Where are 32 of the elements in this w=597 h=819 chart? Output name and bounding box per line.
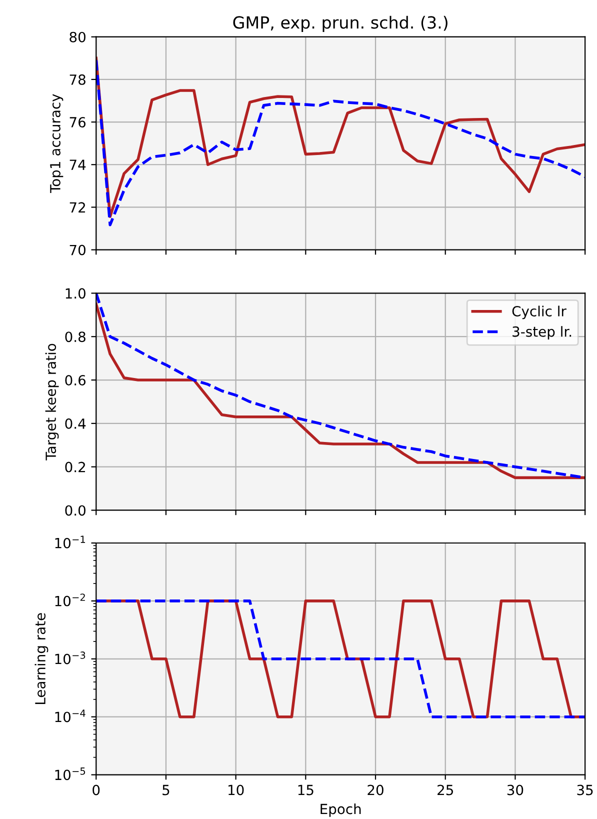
legend-label: 3-step lr. bbox=[512, 326, 572, 340]
y-axis-title: Learning rate bbox=[34, 613, 48, 704]
y-tick-label: 76 bbox=[70, 117, 86, 128]
x-tick-label: 10 bbox=[228, 784, 244, 796]
y-tick-label: 10$^{−5}$ bbox=[55, 768, 86, 780]
y-tick-label: 10$^{−4}$ bbox=[55, 710, 86, 722]
y-axis-title: Top1 accuracy bbox=[50, 94, 64, 194]
legend-label: Cyclic lr bbox=[512, 306, 566, 320]
y-tick-label: 10$^{−1}$ bbox=[55, 536, 85, 548]
y-tick-label: 1.0 bbox=[66, 288, 86, 299]
y-tick-label: 10$^{−3}$ bbox=[55, 652, 86, 664]
y-tick-label: 0.4 bbox=[65, 418, 86, 429]
x-tick-label: 25 bbox=[438, 784, 453, 796]
y-tick-label: 0.0 bbox=[65, 505, 86, 516]
x-tick-label: 35 bbox=[577, 784, 593, 796]
y-tick-label: 10$^{−2}$ bbox=[55, 594, 85, 606]
y-tick-label: 80 bbox=[70, 32, 86, 42]
y-tick-label: 0.8 bbox=[65, 332, 86, 342]
y-tick-label: 78 bbox=[70, 74, 86, 85]
y-tick-label: 0.6 bbox=[65, 374, 86, 386]
y-tick-label: 0.2 bbox=[65, 462, 86, 472]
x-tick-label: 0 bbox=[92, 784, 100, 796]
y-tick-label: 72 bbox=[70, 202, 86, 212]
x-tick-label: 30 bbox=[507, 784, 524, 796]
x-tick-label: 20 bbox=[368, 784, 384, 796]
y-tick-label: 74 bbox=[70, 160, 86, 170]
chart-title: GMP, exp. prun. schd. (3.) bbox=[233, 16, 448, 32]
x-tick-label: 15 bbox=[298, 784, 314, 796]
x-tick-label: 5 bbox=[162, 784, 170, 796]
y-tick-label: 70 bbox=[70, 244, 86, 256]
y-axis-title: Target keep ratio bbox=[45, 344, 59, 460]
x-axis-title: Epoch bbox=[320, 803, 361, 817]
